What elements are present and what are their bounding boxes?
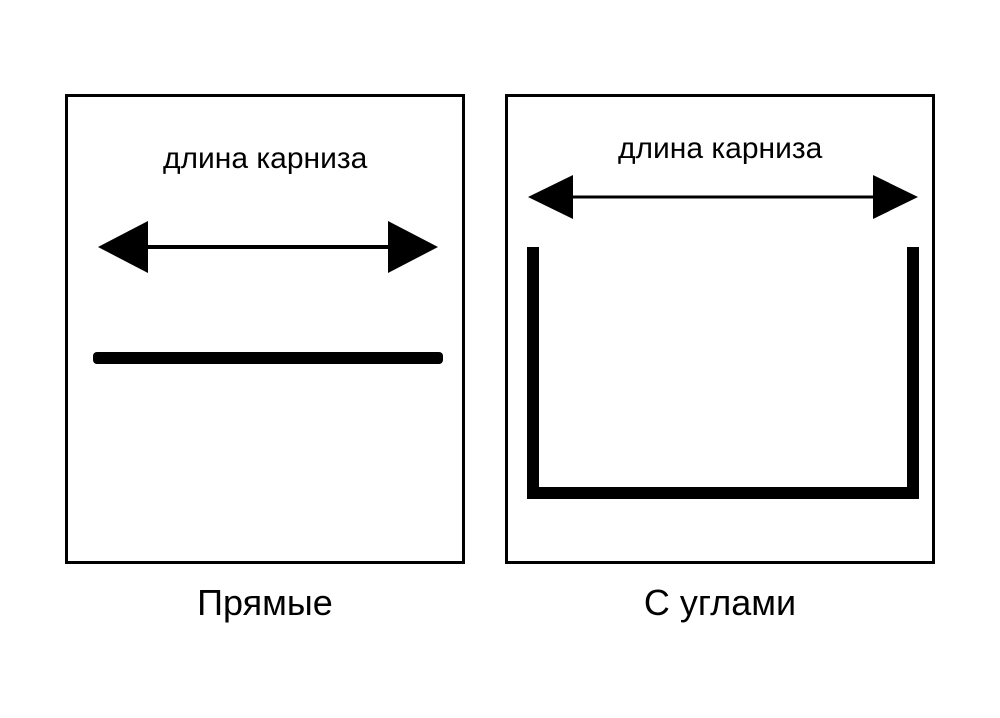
panel-left: длина карниза Прямые: [65, 94, 465, 624]
cornice-length-label-left: длина карниза: [163, 142, 367, 176]
panel-right-caption: С углами: [644, 582, 796, 624]
cornice-straight-shape: [93, 352, 443, 364]
cornice-u-shape: [527, 247, 919, 499]
panel-right-box: длина карниза: [505, 94, 935, 564]
double-arrow-right: [528, 175, 918, 219]
cornice-length-label-right: длина карниза: [618, 132, 822, 166]
panel-right: длина карниза С углами: [505, 94, 935, 624]
double-arrow-left: [98, 221, 438, 273]
panel-left-box: длина карниза: [65, 94, 465, 564]
panel-left-caption: Прямые: [197, 582, 333, 624]
